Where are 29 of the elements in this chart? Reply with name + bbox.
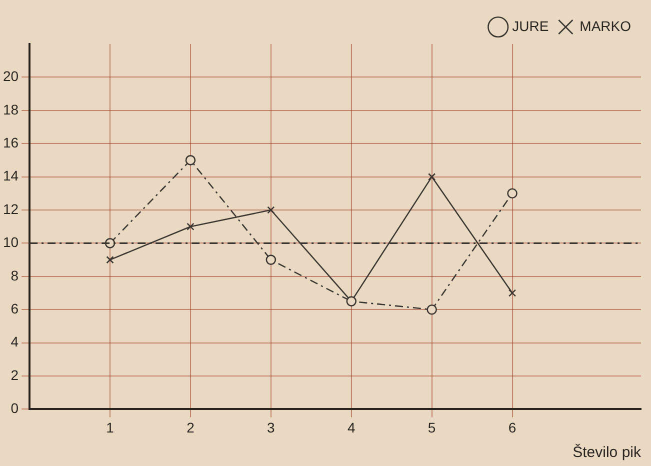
- y-tick-label: 12: [2, 200, 19, 217]
- y-tick-label: 16: [2, 134, 19, 150]
- x-tick-label: 2: [186, 419, 195, 436]
- point: [186, 222, 194, 230]
- point: [508, 289, 516, 297]
- point: [266, 254, 276, 265]
- point: [106, 256, 114, 264]
- y-tick-label: 20: [2, 68, 19, 84]
- y-tick-label: 0: [10, 400, 19, 416]
- x-tick-label: 1: [106, 419, 114, 436]
- x-axis-title: Število pik: [572, 443, 642, 462]
- x-tick-label: 4: [347, 419, 356, 436]
- x-tick-label: 6: [508, 419, 516, 436]
- y-tick-label: 6: [10, 300, 19, 316]
- legend-label: MARKO: [580, 18, 632, 34]
- legend-label: JURE: [512, 18, 549, 34]
- y-tick-label: 2: [10, 366, 19, 383]
- point: [507, 188, 518, 199]
- point: [267, 206, 275, 214]
- point: [428, 172, 436, 181]
- y-tick-label: 8: [10, 267, 19, 284]
- y-tick-label: 18: [2, 101, 19, 118]
- y-tick-label: 10: [2, 234, 19, 250]
- y-tick-label: 14: [2, 168, 19, 184]
- point: [185, 155, 196, 166]
- y-tick-label: 4: [10, 334, 19, 350]
- x-tick-label: 5: [428, 419, 436, 436]
- point: [426, 304, 437, 315]
- x-tick-label: 3: [267, 419, 276, 436]
